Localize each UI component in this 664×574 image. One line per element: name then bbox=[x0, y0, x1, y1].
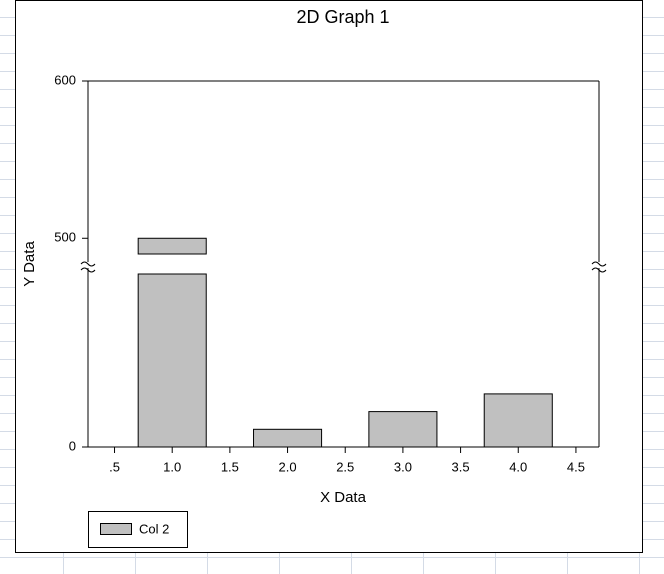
bar bbox=[253, 428, 323, 448]
x-tick-label: 3.0 bbox=[394, 459, 412, 474]
bar bbox=[137, 237, 207, 255]
legend-label: Col 2 bbox=[139, 521, 169, 536]
y-tick-label: 500 bbox=[54, 230, 76, 245]
x-tick-label: 3.5 bbox=[452, 459, 470, 474]
bar bbox=[483, 393, 553, 448]
axis-break bbox=[591, 267, 607, 273]
x-tick-label: 2.0 bbox=[279, 459, 297, 474]
x-tick-label: 2.5 bbox=[336, 459, 354, 474]
y-axis-label: Y Data bbox=[21, 241, 38, 287]
x-tick-label: 4.0 bbox=[509, 459, 527, 474]
axis-break bbox=[591, 261, 607, 267]
x-tick-label: 4.5 bbox=[567, 459, 585, 474]
chart-title: 2D Graph 1 bbox=[296, 7, 389, 27]
axis-break bbox=[80, 261, 96, 267]
x-axis-label: X Data bbox=[320, 489, 367, 506]
y-tick-label: 600 bbox=[54, 72, 76, 87]
graph-page bbox=[15, 0, 643, 553]
x-tick-label: 1.0 bbox=[163, 459, 181, 474]
bar bbox=[368, 411, 438, 448]
y-tick-label: 0 bbox=[69, 438, 76, 453]
axis-break bbox=[80, 267, 96, 273]
bar bbox=[137, 273, 207, 448]
x-tick-label: .5 bbox=[109, 459, 120, 474]
legend-swatch bbox=[100, 523, 132, 535]
x-tick-label: 1.5 bbox=[221, 459, 239, 474]
